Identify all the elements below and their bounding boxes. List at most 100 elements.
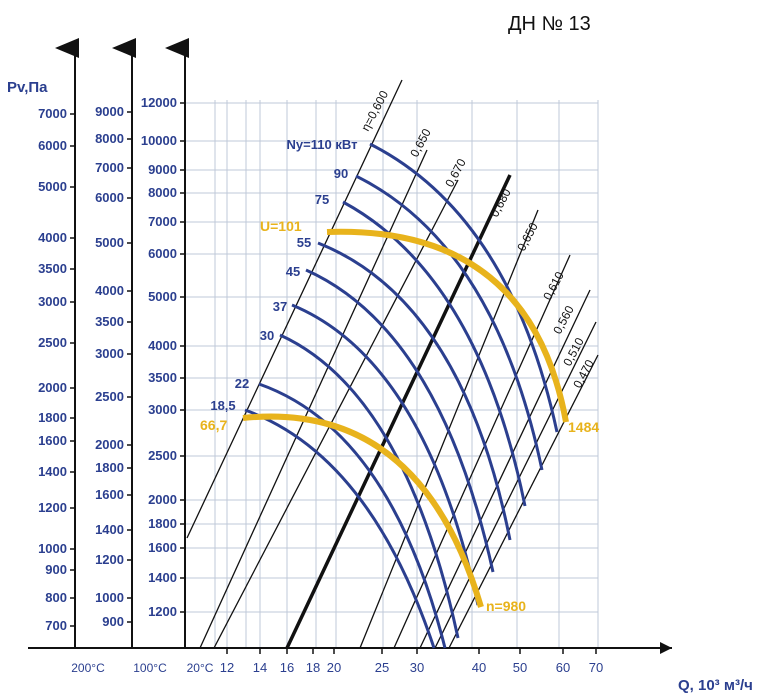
speed-curve-end-label: n=980: [486, 598, 526, 614]
x-tick-label: 60: [556, 660, 570, 675]
power-curve: [291, 303, 480, 606]
efficiency-lines: [186, 79, 599, 649]
y-tick-label: 7000: [38, 106, 67, 121]
y-tick-label: 5000: [95, 235, 124, 250]
power-curve: [258, 382, 447, 649]
power-curve-label: 55: [297, 235, 311, 250]
x-axis-arrow: [660, 642, 672, 654]
x-tick-label: 14: [253, 660, 267, 675]
y-tick-label: 4000: [95, 283, 124, 298]
y-tick-label: 2500: [95, 389, 124, 404]
x-axis-label: Q, 10³ м³/ч: [678, 677, 753, 694]
power-curve-label: 90: [334, 166, 348, 181]
y-tick-label: 3500: [95, 314, 124, 329]
power-curve: [305, 268, 495, 573]
power-curve: [342, 200, 527, 507]
x-temperature-label: 100°C: [133, 661, 167, 675]
y-tick-label: 5000: [148, 289, 177, 304]
y-tick-label: 1200: [38, 500, 67, 515]
y-tick-label: 1600: [148, 540, 177, 555]
efficiency-line: [393, 254, 571, 649]
y-tick-label: 900: [102, 614, 124, 629]
y-tick-label: 3500: [148, 370, 177, 385]
tick-labels: 7008009001000120014001600180020002500300…: [38, 95, 603, 675]
power-curve: [355, 174, 544, 471]
power-curve: [317, 241, 512, 541]
y-tick-label: 1200: [148, 604, 177, 619]
y-tick-label: 1200: [95, 552, 124, 567]
y-tick-label: 3000: [95, 346, 124, 361]
efficiency-line: [285, 174, 512, 649]
y-tick-label: 9000: [148, 162, 177, 177]
speed-curves: [242, 228, 569, 608]
y-tick-label: 6000: [148, 246, 177, 261]
efficiency-label: 0,670: [442, 156, 469, 189]
y-tick-label: 1800: [148, 516, 177, 531]
x-tick-label: 16: [280, 660, 294, 675]
y-tick-label: 1600: [95, 487, 124, 502]
power-curves: [244, 142, 559, 649]
power-curve-label: 45: [286, 264, 300, 279]
y-tick-label: 1600: [38, 433, 67, 448]
x-tick-label: 20: [327, 660, 341, 675]
y-tick-label: 1800: [38, 410, 67, 425]
grid: [185, 100, 599, 649]
y-tick-label: 6000: [38, 138, 67, 153]
efficiency-line: [213, 179, 459, 649]
power-curve-label: 37: [273, 299, 287, 314]
x-temperature-label: 200°C: [71, 661, 105, 675]
speed-curve-start-label: U=101: [260, 218, 302, 234]
y-tick-label: 1800: [95, 460, 124, 475]
y-tick-label: 5000: [38, 179, 67, 194]
x-tick-label: 50: [513, 660, 527, 675]
x-tick-label: 18: [306, 660, 320, 675]
y-tick-label: 3000: [38, 294, 67, 309]
x-temperature-label: 20°C: [187, 661, 214, 675]
speed-curve-start-label: 66,7: [200, 417, 227, 433]
power-curve-label: 30: [260, 328, 274, 343]
y-tick-label: 1400: [148, 570, 177, 585]
y-tick-label: 2000: [95, 437, 124, 452]
speed-curve-end-label: 1484: [568, 419, 599, 435]
power-curve-label: 75: [315, 192, 329, 207]
y-tick-label: 3500: [38, 261, 67, 276]
y-tick-label: 4000: [38, 230, 67, 245]
speed-curve-1484: [326, 228, 569, 423]
power-curve-label: Ny=110 кВт: [287, 137, 358, 152]
power-curve: [369, 142, 559, 433]
efficiency-label: η=0,600: [358, 88, 391, 133]
power-curve: [279, 333, 460, 639]
x-tick-label: 25: [375, 660, 389, 675]
y-tick-label: 700: [45, 618, 67, 633]
y-tick-label: 2500: [148, 448, 177, 463]
y-tick-label: 2000: [148, 492, 177, 507]
y-tick-label: 2000: [38, 380, 67, 395]
x-tick-label: 70: [589, 660, 603, 675]
y-tick-label: 1400: [38, 464, 67, 479]
y-tick-label: 10000: [141, 133, 177, 148]
power-curve-label: 18,5: [210, 398, 235, 413]
x-tick-label: 40: [472, 660, 486, 675]
efficiency-label: 0,680: [487, 186, 514, 219]
speed-curve-980: [242, 413, 484, 608]
y-tick-label: 7000: [148, 214, 177, 229]
y-tick-label: 1400: [95, 522, 124, 537]
efficiency-line: [186, 79, 403, 539]
y-tick-label: 1000: [38, 541, 67, 556]
y-tick-label: 6000: [95, 190, 124, 205]
efficiency-label: 0,650: [514, 220, 541, 253]
y-tick-label: 2500: [38, 335, 67, 350]
y-tick-label: 7000: [95, 160, 124, 175]
y-tick-label: 3000: [148, 402, 177, 417]
y-tick-label: 8000: [95, 131, 124, 146]
y-tick-label: 800: [45, 590, 67, 605]
power-curve-label: 22: [235, 376, 249, 391]
y-tick-label: 4000: [148, 338, 177, 353]
y-axis-label: Pv,Па: [7, 79, 48, 96]
y-tick-label: 8000: [148, 185, 177, 200]
efficiency-label: 0,650: [407, 126, 434, 159]
chart-title: ДН № 13: [508, 13, 591, 35]
y-tick-label: 1000: [95, 590, 124, 605]
y-tick-label: 9000: [95, 104, 124, 119]
